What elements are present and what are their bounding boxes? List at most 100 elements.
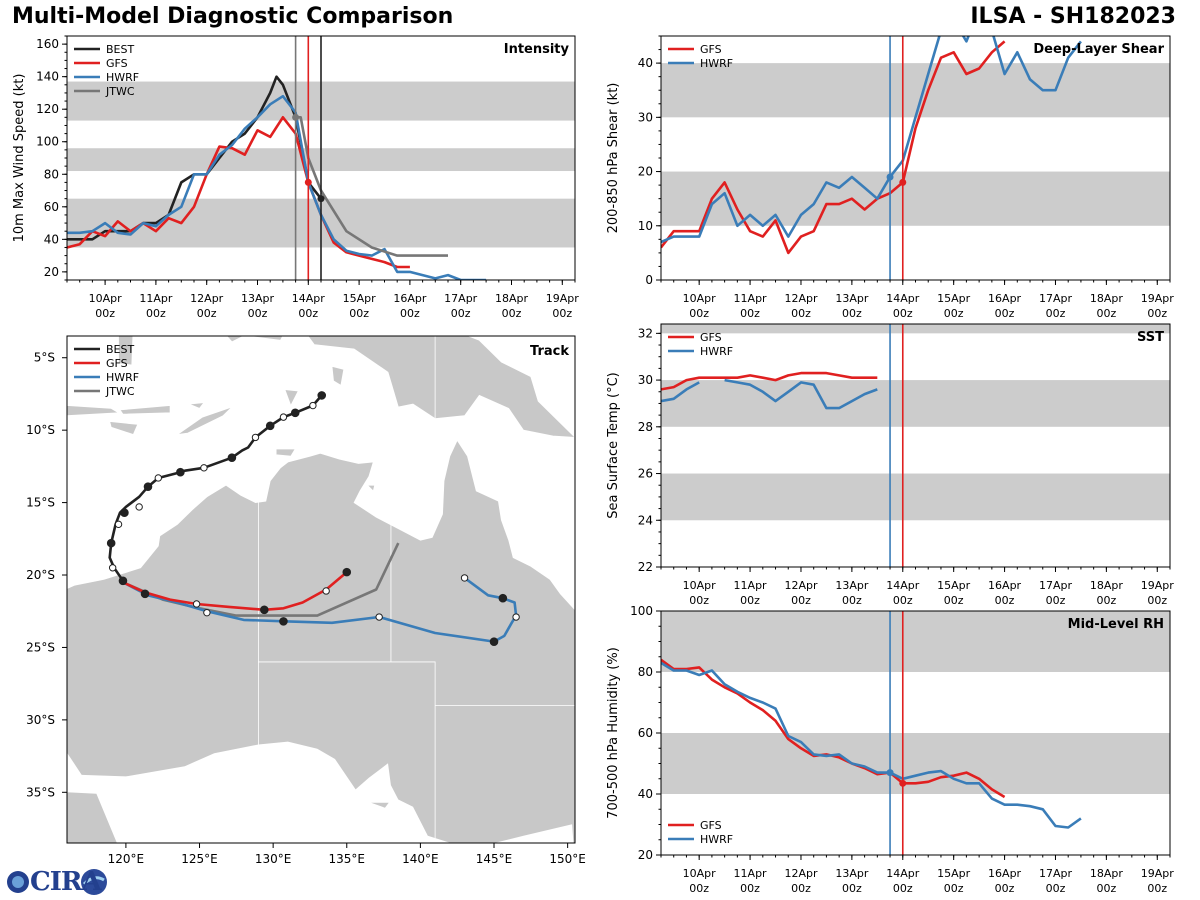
intensity-series-hwrf-line-2 (67, 94, 487, 280)
sst-xtick-label-date: 12Apr (784, 579, 818, 592)
track-gfs-point (140, 589, 150, 599)
sst-series-gfs-line (661, 371, 878, 391)
rh-plot-area (661, 611, 1170, 855)
track-legend-label-gfs: GFS (106, 357, 128, 370)
intensity-ytick-label: 100 (36, 135, 59, 149)
sst-xtick-label-hour: 00z (893, 594, 913, 607)
shear-band-0 (661, 171, 1170, 226)
sst-xtick-label-hour: 00z (689, 594, 709, 607)
intensity-xtick-label-date: 11Apr (139, 292, 173, 305)
track-gfs-line (122, 571, 348, 612)
shear-plot-area (661, 36, 1170, 280)
rh-xtick-label-hour: 00z (842, 882, 862, 895)
shear-ytick-label: 30 (638, 110, 653, 124)
new-guinea (307, 336, 575, 438)
intensity-xtick-label-date: 15Apr (343, 292, 377, 305)
shear-xtick-label-hour: 00z (1046, 307, 1066, 320)
sst-ytick-label: 30 (638, 373, 653, 387)
cira-logo-swoosh (82, 876, 105, 886)
track-legend-label-best: BEST (106, 343, 134, 356)
shear-xtick-label-hour: 00z (944, 307, 964, 320)
track-best-point (290, 408, 300, 418)
track-best-point (114, 520, 123, 529)
shear-xtick-label-hour: 00z (842, 307, 862, 320)
island-sulawesi (118, 336, 134, 366)
rh-ytick-label: 40 (638, 787, 653, 801)
intensity-ytick-label: 20 (44, 265, 59, 279)
rh-xtick-label-date: 11Apr (734, 867, 768, 880)
southern-ocean (67, 741, 574, 843)
shear-xtick-label-date: 12Apr (784, 292, 818, 305)
intensity-xtick-label-hour: 00z (95, 307, 115, 320)
intensity-gfs-init-point (304, 178, 312, 186)
intensity-ytick-label: 140 (36, 70, 59, 84)
island-timor (177, 406, 233, 435)
sst-ytick-label: 22 (638, 560, 653, 574)
sst-xtick-label-hour: 00z (1147, 594, 1167, 607)
track-best-point (143, 482, 153, 491)
rh-xtick-label-date: 16Apr (988, 867, 1022, 880)
track-best-point (309, 401, 317, 410)
track-ytick-label: 5°S (34, 351, 55, 365)
rh-xtick-label-date: 12Apr (784, 867, 818, 880)
intensity-jtwc-init-point (292, 113, 300, 121)
island-aru (331, 365, 345, 386)
shear-xtick-label-hour: 00z (995, 307, 1015, 320)
track-gfs-point (322, 587, 330, 595)
shear-xtick-label-date: 17Apr (1039, 292, 1073, 305)
track-best-point (118, 576, 128, 586)
storm-id: ILSA - SH182023 (970, 4, 1176, 29)
track-plot-area (67, 336, 575, 843)
rh-series-hwrf-line (661, 661, 1082, 829)
rh-xtick-label-date: 19Apr (1141, 867, 1175, 880)
track-best-point (154, 474, 162, 482)
sst-xtick-label-hour: 00z (842, 594, 862, 607)
cira-logo: CIRA (4, 866, 108, 898)
track-hwrf-point (279, 617, 288, 626)
intensity-xtick-label-hour: 00z (197, 307, 217, 320)
intensity-legend-label-hwrf: HWRF (106, 71, 139, 84)
intensity-xtick-label-date: 16Apr (393, 292, 427, 305)
track-title: Track (530, 344, 569, 359)
track-best-point (120, 508, 129, 518)
track-xtick-label: 145°E (476, 852, 513, 866)
intensity-xtick-label-hour: 00z (248, 307, 268, 320)
rh-xtick-label-hour: 00z (1147, 882, 1167, 895)
track-legend-label-hwrf: HWRF (106, 371, 139, 384)
rh-gfs-init-point (899, 779, 907, 787)
intensity-xtick-label-hour: 00z (349, 307, 369, 320)
intensity-ytick-label: 120 (36, 102, 59, 116)
track-ytick-label: 25°S (26, 640, 55, 654)
track-best-point (106, 538, 116, 548)
sst-xtick-label-date: 18Apr (1090, 579, 1124, 592)
island-alor (189, 402, 205, 409)
sst-band-1 (661, 380, 1170, 427)
intensity-xtick-label-hour: 00z (451, 307, 471, 320)
sst-xtick-label-hour: 00z (995, 594, 1015, 607)
intensity-xtick-label-date: 19Apr (546, 292, 580, 305)
rh-xtick-label-date: 15Apr (937, 867, 971, 880)
intensity-ytick-label: 160 (36, 37, 59, 51)
shear-xtick-label-date: 13Apr (835, 292, 869, 305)
rh-ytick-label: 20 (638, 848, 653, 862)
sst-ytick-label: 24 (638, 513, 653, 527)
track-hwrf-point (375, 613, 383, 621)
track-legend-label-jtwc: JTWC (105, 385, 135, 398)
track-xtick-label: 125°E (181, 852, 218, 866)
island-kangaroo (368, 802, 391, 809)
sst-xtick-label-date: 14Apr (886, 579, 920, 592)
cira-logo-badge (81, 869, 107, 895)
shear-xtick-label-date: 15Apr (937, 292, 971, 305)
island-groote (366, 484, 376, 492)
rh-ylabel: 700-500 hPa Humidity (%) (606, 647, 621, 819)
rh-ytick-label: 100 (630, 604, 653, 618)
rh-band-1 (661, 611, 1170, 672)
intensity-ylabel: 10m Max Wind Speed (kt) (12, 74, 27, 243)
island-flores (119, 405, 171, 415)
shear-xtick-label-date: 14Apr (886, 292, 920, 305)
intensity-ytick-label: 40 (44, 232, 59, 246)
intensity-xtick-label-hour: 00z (400, 307, 420, 320)
rh-xtick-label-hour: 00z (1096, 882, 1116, 895)
shear-xtick-label-date: 16Apr (988, 292, 1022, 305)
